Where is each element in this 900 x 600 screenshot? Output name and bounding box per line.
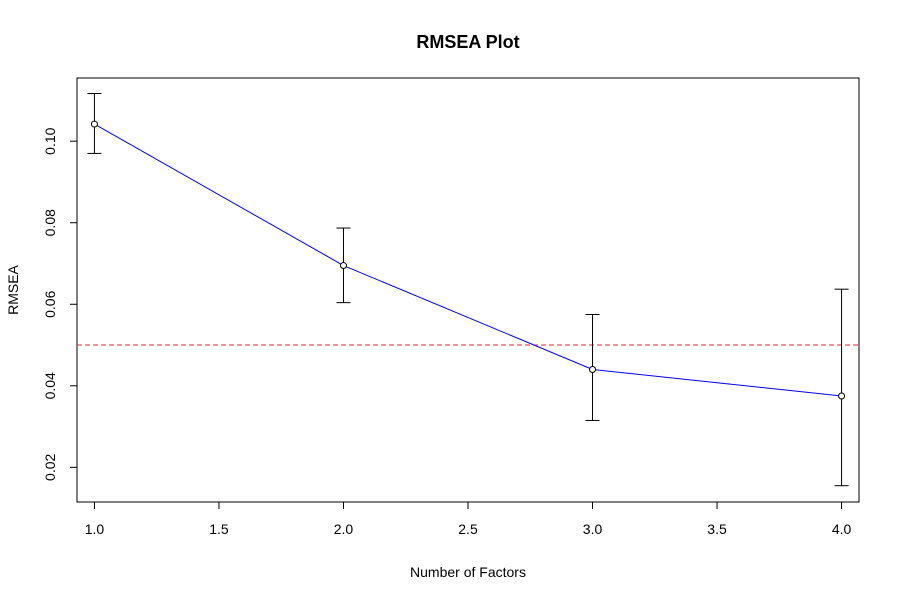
x-tick-label: 4.0 [832, 521, 852, 537]
data-point [339, 262, 347, 270]
y-tick-label: 0.02 [42, 454, 58, 481]
y-tick-label: 0.08 [42, 209, 58, 236]
x-tick-label: 3.5 [707, 521, 727, 537]
x-tick-label: 3.0 [583, 521, 603, 537]
x-tick-label: 2.0 [334, 521, 354, 537]
y-tick-label: 0.06 [42, 290, 58, 317]
series-layer [87, 92, 849, 487]
data-point [589, 366, 597, 373]
series-line [94, 123, 842, 397]
x-tick-label: 1.5 [209, 521, 229, 537]
x-tick-label: 1.0 [85, 521, 105, 537]
x-tick-label: 2.5 [458, 521, 478, 537]
x-axis: 1.0 1.5 2.0 2.5 3.0 3.5 4.0 [85, 502, 852, 537]
y-axis: 0.02 0.04 0.06 0.08 0.10 [42, 127, 77, 481]
chart-title: RMSEA Plot [416, 32, 519, 52]
plot-frame [76, 77, 860, 503]
data-point [90, 120, 98, 128]
data-point [838, 392, 846, 400]
y-tick-label: 0.10 [42, 127, 58, 154]
y-tick-label: 0.04 [42, 372, 58, 399]
y-axis-label: RMSEA [5, 264, 21, 314]
x-axis-label: Number of Factors [410, 564, 526, 580]
